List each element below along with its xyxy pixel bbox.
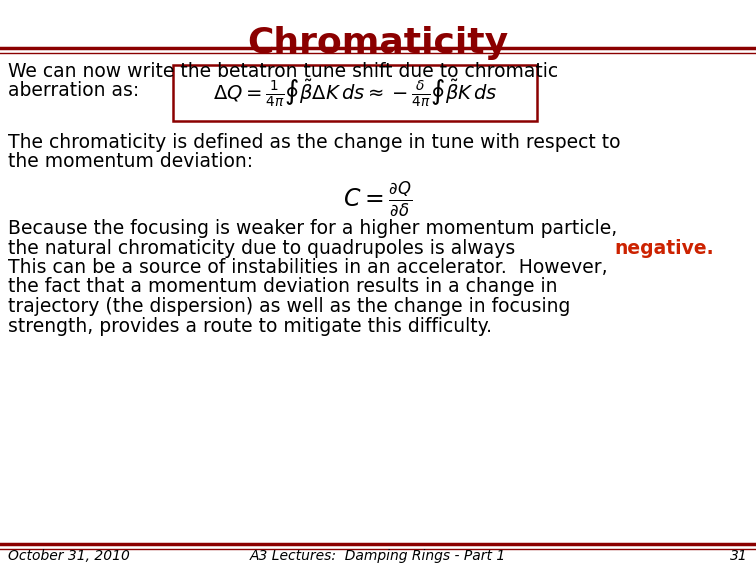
Text: This can be a source of instabilities in an accelerator.  However,: This can be a source of instabilities in… xyxy=(8,258,608,277)
Text: trajectory (the dispersion) as well as the change in focusing: trajectory (the dispersion) as well as t… xyxy=(8,297,570,316)
Text: October 31, 2010: October 31, 2010 xyxy=(8,549,130,563)
Text: Because the focusing is weaker for a higher momentum particle,: Because the focusing is weaker for a hig… xyxy=(8,219,617,238)
Text: A3 Lectures:  Damping Rings - Part 1: A3 Lectures: Damping Rings - Part 1 xyxy=(250,549,506,563)
Text: Chromaticity: Chromaticity xyxy=(247,26,509,60)
FancyBboxPatch shape xyxy=(173,65,537,121)
Text: strength, provides a route to mitigate this difficulty.: strength, provides a route to mitigate t… xyxy=(8,316,492,335)
Text: the fact that a momentum deviation results in a change in: the fact that a momentum deviation resul… xyxy=(8,278,557,297)
Text: aberration as:: aberration as: xyxy=(8,81,139,100)
Text: We can now write the betatron tune shift due to chromatic: We can now write the betatron tune shift… xyxy=(8,62,558,81)
Text: 31: 31 xyxy=(730,549,748,563)
Text: $C = \frac{\partial Q}{\partial \delta}$: $C = \frac{\partial Q}{\partial \delta}$ xyxy=(343,179,413,218)
Text: $\Delta Q = \frac{1}{4\pi}\oint\tilde{\beta}\Delta K\,ds \approx -\frac{\delta}{: $\Delta Q = \frac{1}{4\pi}\oint\tilde{\b… xyxy=(212,77,497,109)
Text: the natural chromaticity due to quadrupoles is always: the natural chromaticity due to quadrupo… xyxy=(8,238,521,257)
Text: The chromaticity is defined as the change in tune with respect to: The chromaticity is defined as the chang… xyxy=(8,133,621,152)
Text: the momentum deviation:: the momentum deviation: xyxy=(8,152,253,171)
Text: negative.: negative. xyxy=(614,238,714,257)
